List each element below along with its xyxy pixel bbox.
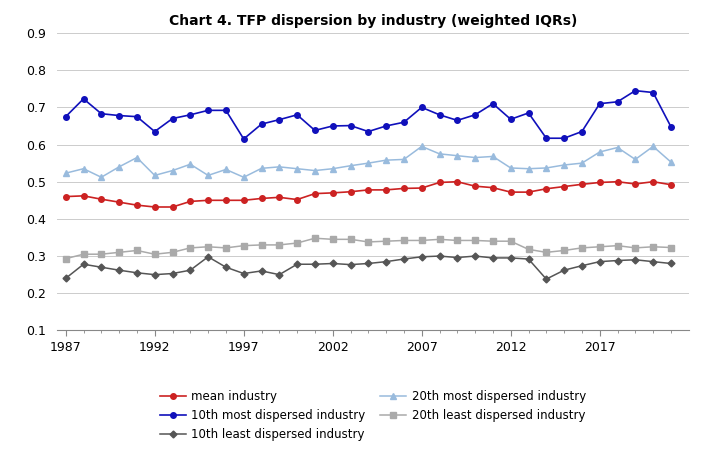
Legend: mean industry, 10th most dispersed industry, 10th least dispersed industry, 20th: mean industry, 10th most dispersed indus… <box>160 390 586 441</box>
Title: Chart 4. TFP dispersion by industry (weighted IQRs): Chart 4. TFP dispersion by industry (wei… <box>168 14 577 28</box>
